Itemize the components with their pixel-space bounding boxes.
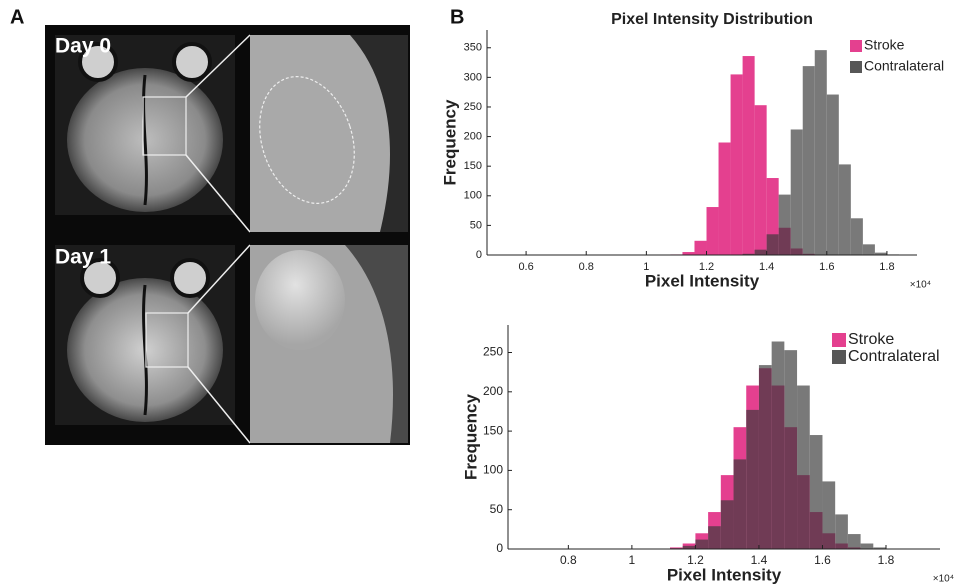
y-tick-label: 200 [483,384,503,398]
legend-swatch [832,333,846,347]
x-tick-label: 1.4 [759,261,774,273]
x-tick-label: 0.8 [579,261,594,273]
x-tick-label: 1 [629,553,636,567]
chart-title: Pixel Intensity Distribution [611,11,813,28]
x-tick-label: 1.2 [699,261,714,273]
series [742,50,899,256]
y-tick-label: 0 [476,249,482,261]
x-tick-label: 1 [643,261,649,273]
y-tick-label: 250 [464,101,482,113]
histogram-bar [873,547,886,549]
histogram-bar [746,409,759,549]
histogram-bar [754,105,767,256]
y-tick-label: 50 [490,502,504,516]
y-tick-label: 300 [464,71,482,83]
histogram-bar [742,253,755,255]
histogram-bar [778,194,791,255]
x-tick-label: 1.8 [878,553,895,567]
histogram-bar [826,94,839,255]
y-tick-label: 0 [496,541,503,555]
histogram-bar [720,500,734,549]
x-tick-label: 0.8 [560,553,577,567]
panel-label: B [450,6,464,28]
x-axis-label: Pixel Intensity [645,271,760,290]
y-axis-label: Frequency [440,99,459,186]
y-tick-label: 150 [483,423,503,437]
y-tick-label: 350 [464,42,482,54]
histogram-bar [695,539,709,549]
histogram-bar [682,545,696,549]
day-label: Day 1 [55,246,111,269]
x-tick-label: 1.6 [814,553,831,567]
x-tick-label: 1.8 [879,261,894,273]
histogram-bar [754,249,767,255]
y-tick-label: 100 [464,190,482,202]
x-multiplier: ×10⁴ [933,574,954,585]
histogram-bar [835,514,848,549]
legend-label: Contralateral [864,58,944,74]
x-multiplier: ×10⁴ [910,280,931,291]
mri-panel: Day 0 Day 1 [45,25,410,445]
histogram-bar [708,526,721,549]
panel-label: A [10,6,24,28]
x-tick-label: 0.6 [518,261,533,273]
histogram-bar [797,385,810,549]
y-tick-label: 200 [464,130,482,142]
histogram-bar [822,481,836,549]
histogram-bar [758,365,772,549]
histogram-bar [694,240,707,255]
day-label: Day 0 [55,35,111,58]
histogram-bar [784,350,798,549]
histogram-bar [862,244,875,255]
y-axis-label: Frequency [461,393,480,480]
legend-label: Stroke [848,331,894,348]
histogram-bar [847,534,861,549]
y-tick-label: 250 [483,345,503,359]
histogram-bar [790,129,803,255]
legend-swatch [850,61,862,73]
histogram-bar [874,252,887,255]
legend-swatch [832,350,846,364]
x-tick-label: 1.6 [819,261,834,273]
series [670,341,886,549]
histogram-bar [771,341,785,549]
y-tick-label: 100 [483,463,503,477]
y-tick-label: 50 [470,219,482,231]
histogram-bar [860,543,874,549]
x-tick-label: 1.2 [687,553,704,567]
legend-swatch [850,40,862,52]
histogram-bar [733,459,747,549]
histogram-bar [838,164,851,255]
histogram-bar [706,207,719,255]
histogram-bar [682,252,695,255]
histogram-bar [850,218,863,255]
x-tick-label: 1.4 [751,553,768,567]
histogram-bar [802,66,815,255]
histogram-bar [742,56,755,256]
histogram-bar [814,50,827,256]
histogram-bar [730,74,743,255]
legend-label: Stroke [864,37,905,53]
legend-label: Contralateral [848,348,940,365]
x-axis-label: Pixel Intensity [667,565,782,584]
y-tick-label: 150 [464,160,482,172]
histogram-bar [718,142,731,255]
histogram-bar [766,234,779,255]
histogram-bar [809,435,823,549]
